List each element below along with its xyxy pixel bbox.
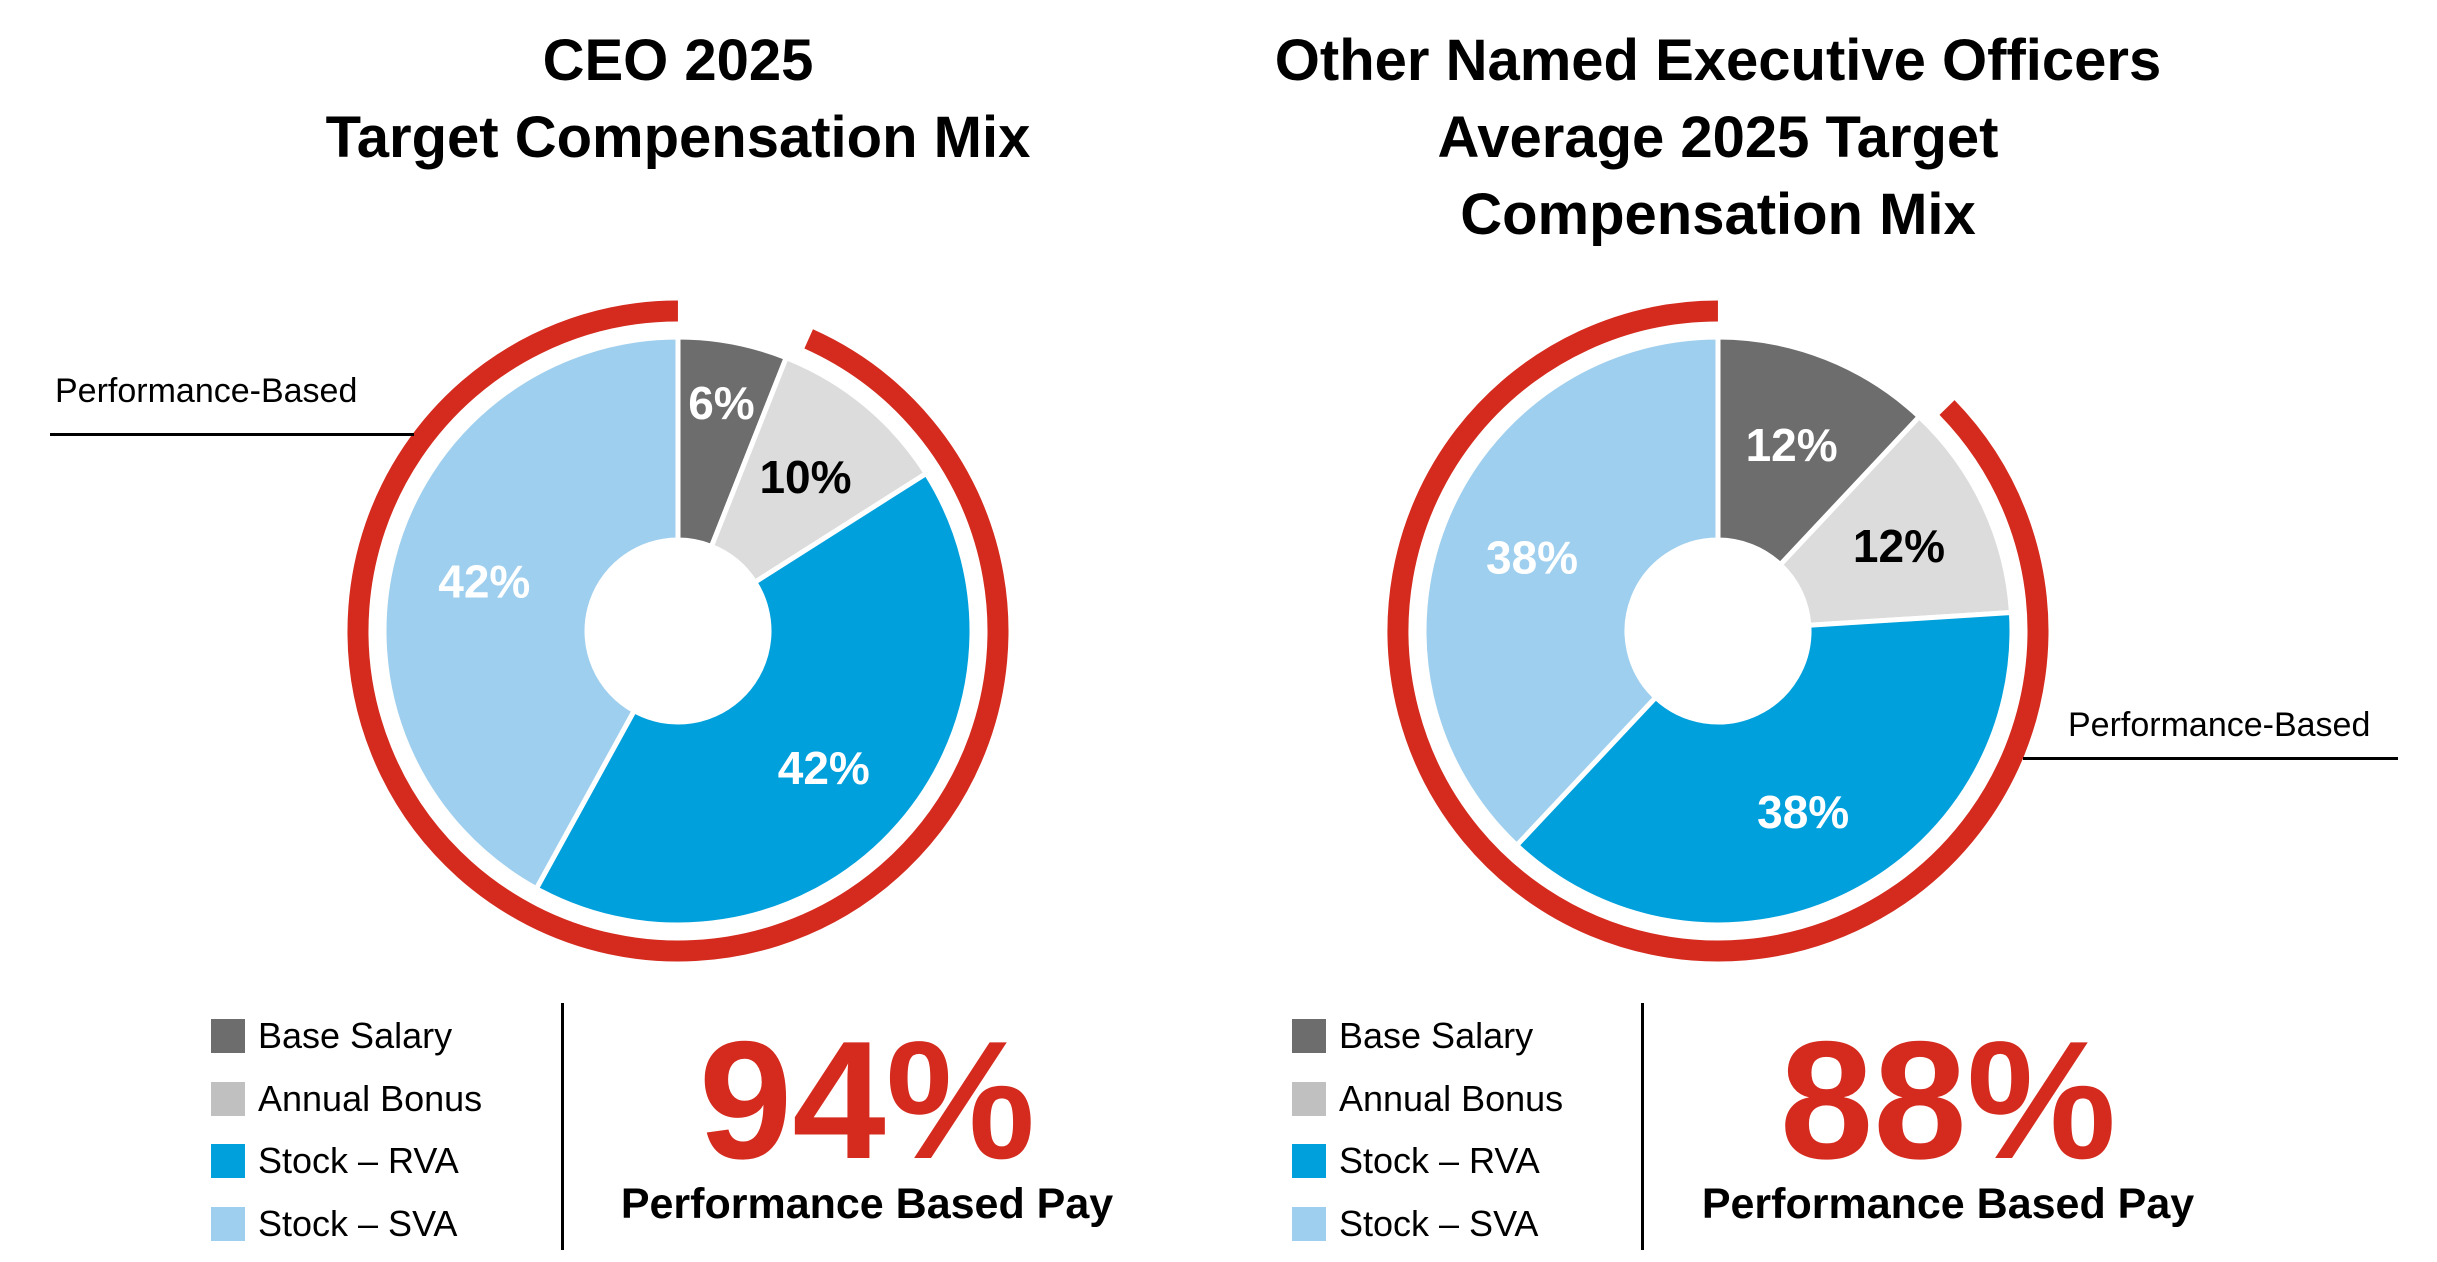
ceo-chart-title: CEO 2025 Target Compensation Mix	[325, 28, 1031, 170]
data-label: 38%	[1757, 786, 1849, 838]
pie-slice-stock-rva	[1513, 609, 2015, 928]
legend-swatch	[211, 1019, 245, 1054]
legend-item-stock-rva: Stock – RVA	[211, 1130, 482, 1193]
ceo-performance-pay-percent: 94%	[698, 1006, 1036, 1194]
pie-slice-stock-sva	[381, 334, 681, 893]
legend-label: Stock – SVA	[1339, 1202, 1539, 1244]
legend-swatch	[1292, 1144, 1326, 1179]
legend-item-annual-bonus: Annual Bonus	[211, 1068, 482, 1131]
ceo-performance-pay-label: Performance Based Pay	[620, 1180, 1114, 1228]
pie-slice-stock-sva	[1421, 334, 1721, 849]
pie-slice-annual-bonus	[708, 354, 930, 586]
performance-based-ring	[347, 300, 1009, 962]
data-label: 12%	[1853, 520, 1945, 572]
data-label: 12%	[1746, 419, 1838, 471]
legend-label: Stock – RVA	[1339, 1140, 1540, 1182]
legend-swatch	[211, 1206, 245, 1241]
legend-label: Annual Bonus	[258, 1077, 483, 1119]
pie-slice-stock-rva	[532, 470, 975, 928]
neo-performance-based-label: Performance-Based	[2068, 706, 2371, 744]
neo-performance-based-leader-line	[2023, 757, 2398, 760]
legend-swatch	[211, 1081, 245, 1116]
pie-slice-annual-bonus	[1776, 413, 2015, 628]
legend-label: Annual Bonus	[1339, 1077, 1564, 1119]
pie-slice-base-salary	[1715, 334, 1923, 569]
legend-item-base-salary: Base Salary	[1292, 1005, 1563, 1068]
data-label: 38%	[1486, 531, 1578, 583]
legend-label: Stock – SVA	[258, 1202, 458, 1244]
legend-swatch	[1292, 1019, 1326, 1054]
legend-label: Base Salary	[1339, 1015, 1534, 1057]
legend-swatch	[1292, 1206, 1326, 1241]
legend-item-stock-rva: Stock – RVA	[1292, 1130, 1563, 1193]
legend-item-stock-sva: Stock – SVA	[211, 1193, 482, 1256]
ceo-performance-based-leader-line	[50, 433, 414, 436]
neo-performance-pay-percent: 88%	[1779, 1006, 2117, 1194]
neo-divider	[1641, 1003, 1644, 1250]
neo-performance-pay-label: Performance Based Pay	[1701, 1180, 2195, 1228]
data-label: 6%	[688, 377, 754, 429]
legend-item-base-salary: Base Salary	[211, 1005, 482, 1068]
ceo-divider	[561, 1003, 564, 1250]
ceo-performance-based-label: Performance-Based	[55, 372, 358, 410]
neo-legend: Base Salary Annual Bonus Stock – RVA Sto…	[1292, 1005, 1563, 1255]
legend-item-annual-bonus: Annual Bonus	[1292, 1068, 1563, 1131]
neo-chart-title: Other Named Executive Officers Average 2…	[1274, 28, 2162, 247]
legend-item-stock-sva: Stock – SVA	[1292, 1193, 1563, 1256]
legend-label: Base Salary	[258, 1015, 453, 1057]
legend-label: Stock – RVA	[258, 1140, 459, 1182]
data-label: 10%	[759, 451, 851, 503]
legend-swatch	[211, 1144, 245, 1179]
legend-swatch	[1292, 1081, 1326, 1116]
data-label: 42%	[438, 555, 530, 607]
performance-based-ring	[1387, 300, 2049, 962]
data-label: 42%	[778, 742, 870, 794]
ceo-legend: Base Salary Annual Bonus Stock – RVA Sto…	[211, 1005, 482, 1255]
